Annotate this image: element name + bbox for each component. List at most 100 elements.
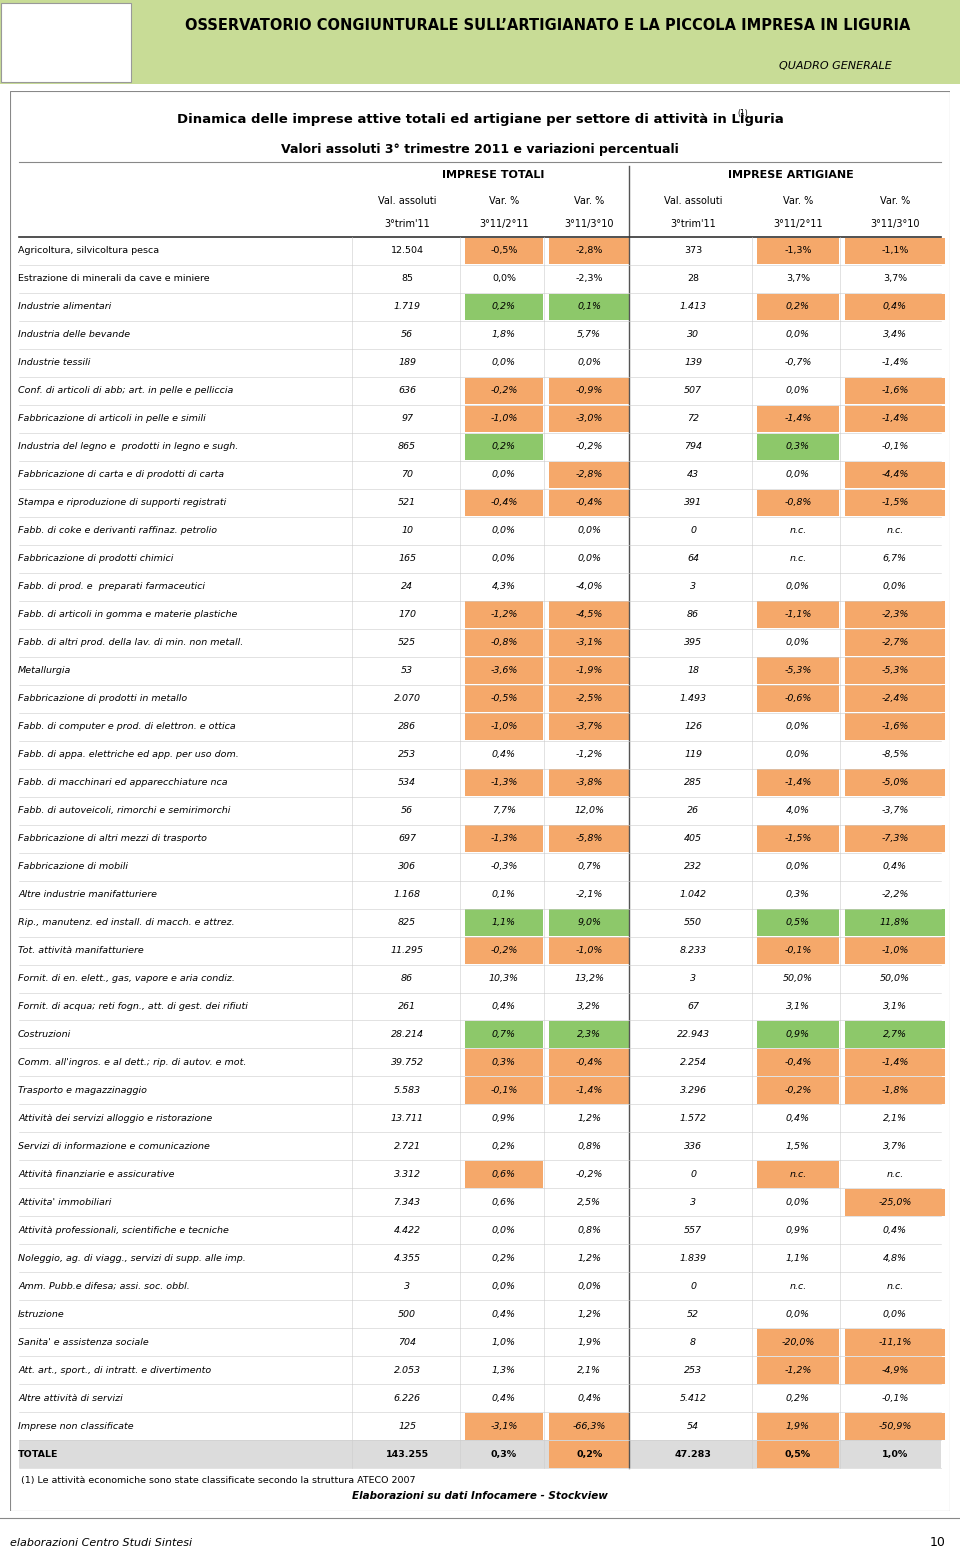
FancyBboxPatch shape — [465, 1160, 543, 1187]
Text: 0,3%: 0,3% — [492, 1057, 516, 1067]
Text: Tot. attività manifatturiere: Tot. attività manifatturiere — [18, 946, 144, 956]
Text: -1,3%: -1,3% — [784, 247, 812, 255]
Text: 0,2%: 0,2% — [492, 302, 516, 311]
Text: 3°trim'11: 3°trim'11 — [384, 219, 430, 228]
Text: Dinamica delle imprese attive totali ed artigiane per settore di attività in Lig: Dinamica delle imprese attive totali ed … — [177, 114, 783, 127]
Text: -0,2%: -0,2% — [491, 946, 517, 956]
FancyBboxPatch shape — [549, 405, 630, 432]
Text: 7,7%: 7,7% — [492, 805, 516, 815]
Text: 0,0%: 0,0% — [786, 386, 810, 396]
Text: Fabbricazione di articoli in pelle e simili: Fabbricazione di articoli in pelle e sim… — [18, 414, 205, 424]
Text: 119: 119 — [684, 751, 702, 759]
FancyBboxPatch shape — [845, 1358, 945, 1384]
FancyBboxPatch shape — [549, 602, 630, 629]
Text: 0: 0 — [690, 527, 696, 535]
Text: -8,5%: -8,5% — [881, 751, 908, 759]
Text: -1,0%: -1,0% — [491, 723, 517, 732]
Text: Fabbricazione di altri mezzi di trasporto: Fabbricazione di altri mezzi di trasport… — [18, 834, 207, 843]
Text: 500: 500 — [398, 1309, 416, 1318]
Text: -1,5%: -1,5% — [784, 834, 811, 843]
Text: Sanita' e assistenza sociale: Sanita' e assistenza sociale — [18, 1337, 149, 1347]
Text: -3,7%: -3,7% — [881, 805, 908, 815]
Text: 0,0%: 0,0% — [883, 1309, 907, 1318]
Text: 0,4%: 0,4% — [492, 1003, 516, 1010]
Text: -1,4%: -1,4% — [881, 358, 908, 368]
FancyBboxPatch shape — [756, 1160, 839, 1187]
Text: Fabb. di macchinari ed apparecchiature nca: Fabb. di macchinari ed apparecchiature n… — [18, 779, 228, 787]
Text: QUADRO GENERALE: QUADRO GENERALE — [779, 61, 892, 70]
Text: 2,7%: 2,7% — [883, 1031, 907, 1038]
Text: 28.214: 28.214 — [391, 1031, 423, 1038]
FancyBboxPatch shape — [549, 713, 630, 740]
Text: 0,8%: 0,8% — [577, 1142, 601, 1151]
Text: -1,4%: -1,4% — [881, 414, 908, 424]
FancyBboxPatch shape — [0, 0, 960, 84]
FancyBboxPatch shape — [845, 1412, 945, 1439]
Text: 97: 97 — [401, 414, 413, 424]
Text: -0,1%: -0,1% — [491, 1085, 517, 1095]
Text: 253: 253 — [684, 1365, 702, 1375]
Text: 507: 507 — [684, 386, 702, 396]
FancyBboxPatch shape — [756, 1021, 839, 1048]
FancyBboxPatch shape — [845, 1329, 945, 1356]
Text: 0,0%: 0,0% — [577, 527, 601, 535]
Text: 1,8%: 1,8% — [492, 330, 516, 339]
FancyBboxPatch shape — [549, 1440, 630, 1467]
Text: 125: 125 — [398, 1422, 416, 1431]
Text: 0: 0 — [690, 1170, 696, 1179]
Text: -0,8%: -0,8% — [784, 499, 811, 507]
FancyBboxPatch shape — [10, 91, 950, 1511]
Text: Imprese non classificate: Imprese non classificate — [18, 1422, 133, 1431]
Text: 30: 30 — [687, 330, 699, 339]
Text: -0,4%: -0,4% — [575, 499, 603, 507]
Text: Fornit. di acqua; reti fogn., att. di gest. dei rifiuti: Fornit. di acqua; reti fogn., att. di ge… — [18, 1003, 248, 1010]
Text: -4,0%: -4,0% — [575, 582, 603, 591]
Text: elaborazioni Centro Studi Sintesi: elaborazioni Centro Studi Sintesi — [10, 1537, 192, 1548]
Text: 3°11/3°10: 3°11/3°10 — [564, 219, 613, 228]
Text: 405: 405 — [684, 834, 702, 843]
Text: Val. assoluti: Val. assoluti — [378, 196, 437, 206]
FancyBboxPatch shape — [1, 3, 131, 81]
Text: 0,3%: 0,3% — [786, 443, 810, 452]
Text: Attività dei servizi alloggio e ristorazione: Attività dei servizi alloggio e ristoraz… — [18, 1114, 212, 1123]
Text: 12.504: 12.504 — [391, 247, 423, 255]
Text: 56: 56 — [401, 805, 413, 815]
Text: -1,4%: -1,4% — [881, 1057, 908, 1067]
FancyBboxPatch shape — [845, 909, 945, 935]
Text: Fabbricazione di mobili: Fabbricazione di mobili — [18, 862, 128, 871]
Text: Val. assoluti: Val. assoluti — [664, 196, 722, 206]
Text: 85: 85 — [401, 274, 413, 283]
Text: Servizi di informazione e comunicazione: Servizi di informazione e comunicazione — [18, 1142, 210, 1151]
Text: Costruzioni: Costruzioni — [18, 1031, 71, 1038]
FancyBboxPatch shape — [845, 238, 945, 264]
FancyBboxPatch shape — [549, 657, 630, 683]
Text: Attivita' immobiliari: Attivita' immobiliari — [18, 1198, 111, 1207]
Text: 2.254: 2.254 — [680, 1057, 707, 1067]
Text: Industria delle bevande: Industria delle bevande — [18, 330, 131, 339]
Text: -66,3%: -66,3% — [572, 1422, 606, 1431]
Text: 1.839: 1.839 — [680, 1254, 707, 1262]
Text: 47.283: 47.283 — [675, 1450, 711, 1459]
Text: 1,5%: 1,5% — [786, 1142, 810, 1151]
FancyBboxPatch shape — [845, 937, 945, 963]
FancyBboxPatch shape — [465, 294, 543, 321]
FancyBboxPatch shape — [549, 1412, 630, 1439]
Text: 0,8%: 0,8% — [577, 1226, 601, 1236]
Text: 43: 43 — [687, 471, 699, 479]
FancyBboxPatch shape — [756, 1358, 839, 1384]
Text: 0,9%: 0,9% — [786, 1226, 810, 1236]
Text: Attività professionali, scientifiche e tecniche: Attività professionali, scientifiche e t… — [18, 1226, 228, 1236]
Text: 0,0%: 0,0% — [577, 554, 601, 563]
Text: -0,1%: -0,1% — [881, 443, 908, 452]
FancyBboxPatch shape — [756, 1078, 839, 1104]
Text: -2,8%: -2,8% — [575, 247, 603, 255]
Text: 0,7%: 0,7% — [492, 1031, 516, 1038]
Text: 3,7%: 3,7% — [883, 1142, 907, 1151]
Text: 1,2%: 1,2% — [577, 1254, 601, 1262]
Text: 825: 825 — [398, 918, 416, 927]
Text: 56: 56 — [401, 330, 413, 339]
Text: 1.413: 1.413 — [680, 302, 707, 311]
FancyBboxPatch shape — [549, 685, 630, 712]
FancyBboxPatch shape — [549, 909, 630, 935]
Text: 86: 86 — [687, 610, 699, 619]
